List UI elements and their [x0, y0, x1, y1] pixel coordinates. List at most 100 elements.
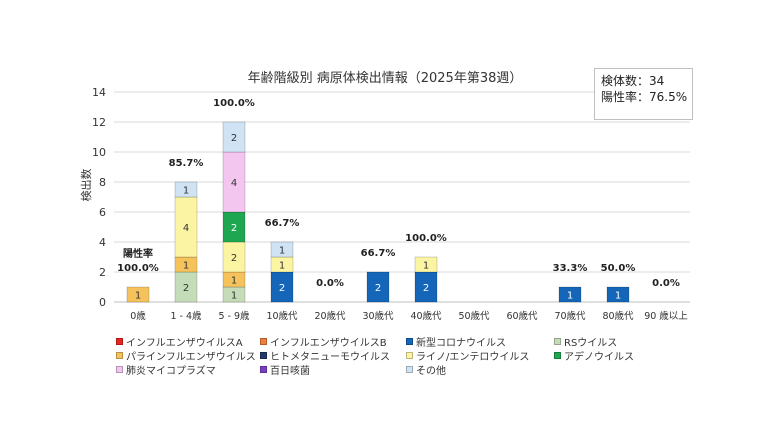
legend-label: 肺炎マイコプラズマ [126, 365, 216, 377]
legend-label: 百日咳菌 [270, 365, 310, 377]
bar-segment [222, 121, 246, 153]
legend-label: パラインフルエンザウイルス [126, 351, 256, 363]
y-tick-label: 12 [92, 116, 106, 129]
bar-value-label: 2 [423, 283, 429, 294]
legend-label: アデノウイルス [564, 351, 634, 363]
legend-label: ヒトメタニューモウイルス [270, 351, 390, 363]
positivity-label: 陽性率 [123, 247, 153, 260]
legend-swatch [260, 337, 267, 345]
bar-value-label: 1 [183, 186, 189, 197]
x-tick-label: 50歳代 [458, 310, 490, 322]
x-tick-label: 70歳代 [554, 310, 586, 322]
legend-item: インフルエンザウイルスB [260, 334, 387, 349]
bar-value-label: 1 [231, 291, 237, 302]
bar-value-label: 1 [567, 291, 573, 302]
legend-label: インフルエンザウイルスB [270, 337, 387, 349]
bar-value-label: 1 [279, 246, 285, 257]
y-tick-label: 14 [92, 86, 106, 99]
bar-value-label: 2 [231, 253, 237, 264]
grid-lines [114, 91, 690, 303]
bar-value-label: 2 [375, 283, 381, 294]
legend-swatch [116, 365, 123, 373]
x-tick-label: 20歳代 [314, 310, 346, 322]
legend-item: その他 [406, 362, 446, 377]
x-tick-label: 0歳 [130, 310, 146, 322]
bar-segment [606, 286, 630, 303]
legend-swatch [116, 351, 123, 359]
chart-title: 年齢階級別 病原体検出情報（2025年第38週） [248, 71, 523, 86]
bar-segment [174, 181, 198, 198]
positivity-value: 100.0% [213, 98, 255, 109]
bar-value-label: 1 [279, 261, 285, 272]
positivity-value: 100.0% [405, 233, 447, 244]
x-tick-label: 10歳代 [266, 310, 298, 322]
positivity-value: 66.7% [361, 248, 396, 259]
legend-item: パラインフルエンザウイルス [116, 348, 256, 363]
bar-value-label: 4 [183, 223, 189, 234]
legend-item: アデノウイルス [554, 348, 634, 363]
bar-value-label: 1 [423, 261, 429, 272]
bar-segment [126, 286, 150, 303]
legend-label: ライノ/エンテロウイルス [416, 351, 530, 363]
bar-value-label: 2 [279, 283, 285, 294]
x-tick-label: 5 - 9歳 [218, 310, 250, 322]
specimen-count: 検体数：34 [601, 74, 665, 88]
bars: 1 2 1 4 1 1 1 2 2 4 2 2 1 1 2 2 1 1 1 [126, 121, 630, 303]
legend-item: ライノ/エンテロウイルス [406, 348, 530, 363]
positivity-value: 33.3% [553, 263, 588, 274]
legend-swatch [554, 337, 561, 345]
y-tick-label: 10 [92, 146, 106, 159]
bar-value-label: 2 [231, 223, 237, 234]
x-tick-label: 80歳代 [602, 310, 634, 322]
positivity-labels: 100.0% 陽性率 85.7% 100.0% 66.7% 0.0% 66.7% 100.0%… [117, 98, 680, 289]
bar-value-label: 2 [183, 283, 189, 294]
legend-swatch [116, 337, 123, 345]
legend-label: 新型コロナウイルス [416, 337, 506, 349]
y-tick-label: 8 [99, 176, 106, 189]
legend-item: インフルエンザウイルスA [116, 334, 243, 349]
positivity-value: 50.0% [601, 263, 636, 274]
x-tick-label: 40歳代 [410, 310, 442, 322]
legend-swatch [260, 351, 267, 359]
positivity-value: 0.0% [652, 278, 680, 289]
legend-swatch [406, 337, 413, 345]
legend-item: 新型コロナウイルス [406, 334, 506, 349]
bar-value-label: 1 [231, 276, 237, 287]
x-axis-ticks: 0歳 1 - 4歳 5 - 9歳 10歳代 20歳代 30歳代 40歳代 50歳代 60歳代 70… [130, 310, 688, 322]
legend-item: ヒトメタニューモウイルス [260, 348, 390, 363]
legend-label: その他 [416, 365, 446, 377]
positivity-value: 85.7% [169, 158, 204, 169]
legend-label: インフルエンザウイルスA [126, 337, 243, 349]
y-tick-label: 2 [99, 266, 106, 279]
legend-swatch [406, 365, 413, 373]
bar-value-label: 2 [231, 133, 237, 144]
y-tick-label: 4 [99, 236, 106, 249]
x-tick-label: 60歳代 [506, 310, 538, 322]
y-tick-label: 6 [99, 206, 106, 219]
bar-value-label: 1 [615, 291, 621, 302]
x-tick-label: 1 - 4歳 [170, 310, 202, 322]
overall-positivity: 陽性率：76.5% [601, 90, 688, 104]
bar-segment [366, 271, 390, 303]
legend-swatch [554, 351, 561, 359]
positivity-value: 100.0% [117, 263, 159, 274]
y-axis-label: 検出数 [79, 169, 93, 202]
bar-segment [414, 256, 438, 273]
legend-item: 肺炎マイコプラズマ [116, 362, 216, 377]
bar-value-label: 4 [231, 178, 237, 189]
positivity-value: 66.7% [265, 218, 300, 229]
y-tick-label: 0 [99, 296, 106, 309]
legend-swatch [406, 351, 413, 359]
legend-item: 百日咳菌 [260, 362, 310, 377]
y-axis-ticks: 0 2 4 6 8 10 12 14 [92, 86, 106, 309]
bar-segment [270, 241, 294, 258]
legend-swatch [260, 365, 267, 373]
bar-value-label: 1 [183, 261, 189, 272]
bar-segment [558, 286, 582, 303]
x-tick-label: 90 歳以上 [644, 310, 688, 322]
legend-label: RSウイルス [564, 337, 618, 349]
summary-box: 検体数：34 陽性率：76.5% [594, 68, 693, 120]
positivity-value: 0.0% [316, 278, 344, 289]
bar-value-label: 1 [135, 291, 141, 302]
